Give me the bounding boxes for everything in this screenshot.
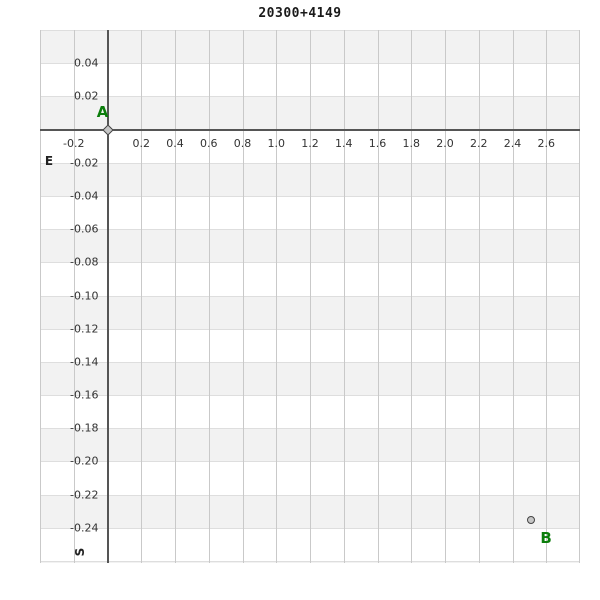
x-axis-tick-label: 0.2: [132, 136, 151, 150]
chart-title: 20300+4149: [258, 6, 342, 21]
gridline-vertical: [411, 30, 412, 563]
gridline-vertical: [445, 30, 446, 563]
y-axis-tick-label: -0.08: [70, 255, 99, 269]
gridline-vertical: [175, 30, 176, 563]
x-axis-tick-label: 0.8: [233, 136, 252, 150]
x-axis-tick-label: 0.4: [166, 136, 184, 150]
x-axis-tick-label: -0.2: [63, 136, 85, 150]
y-axis-tick-label: -0.16: [70, 388, 99, 402]
x-axis-tick-label: 1.4: [335, 136, 353, 150]
data-point-label-a: A: [96, 102, 109, 121]
x-axis-tick-label: 2.0: [436, 136, 454, 150]
gridline-vertical: [579, 30, 580, 563]
gridline-vertical: [479, 30, 480, 563]
gridline-vertical: [546, 30, 547, 563]
gridline-vertical: [74, 30, 75, 563]
x-axis-line: [40, 129, 580, 131]
gridline-vertical: [243, 30, 244, 563]
y-axis-tick-label: -0.24: [70, 521, 99, 535]
plot-area: -0.2 0.2 0.4 0.6 0.8 1.0 1.2 1.4 1.6 1.8 2.0 2.2 2.4…: [40, 30, 580, 563]
gridline-vertical: [378, 30, 379, 563]
gridline-vertical: [40, 30, 41, 563]
y-axis-tick-label: 0.04: [74, 56, 99, 70]
y-axis-line: [107, 30, 109, 563]
gridline-vertical: [513, 30, 514, 563]
y-axis-tick-label: -0.10: [70, 289, 99, 302]
y-axis-tick-label: -0.06: [70, 222, 99, 236]
x-axis-tick-label: 2.6: [537, 136, 556, 150]
y-axis-tick-label: 0.02: [74, 89, 99, 103]
x-axis-tick-label: 2.2: [470, 136, 488, 150]
y-axis-tick-label: -0.04: [70, 189, 99, 203]
axis-direction-south-label: S: [73, 547, 87, 557]
gridline-vertical: [209, 30, 210, 563]
y-axis-tick-label: -0.14: [70, 355, 99, 369]
x-axis-tick-label: 1.2: [301, 136, 319, 150]
y-axis-tick-label: -0.20: [70, 454, 99, 468]
data-point-label-b: B: [540, 528, 552, 547]
y-axis-tick-label: -0.18: [70, 421, 99, 435]
data-point-marker-b-circle-icon: [527, 515, 536, 524]
gridline-vertical: [276, 30, 277, 563]
x-axis-tick-label: 1.8: [402, 136, 421, 150]
x-axis-tick-label: 1.0: [267, 136, 286, 150]
axis-direction-east-label: E: [44, 154, 54, 168]
gridline-vertical: [344, 30, 345, 563]
x-axis-tick-label: 2.4: [503, 136, 522, 150]
gridline-vertical: [310, 30, 311, 563]
y-axis-tick-label: -0.12: [70, 322, 99, 336]
x-axis-tick-label: 0.6: [200, 136, 218, 150]
x-axis-tick-label: 1.6: [368, 136, 387, 150]
gridline-vertical: [141, 30, 142, 563]
y-axis-tick-label: -0.22: [70, 488, 99, 502]
y-axis-tick-label: -0.02: [70, 156, 99, 170]
